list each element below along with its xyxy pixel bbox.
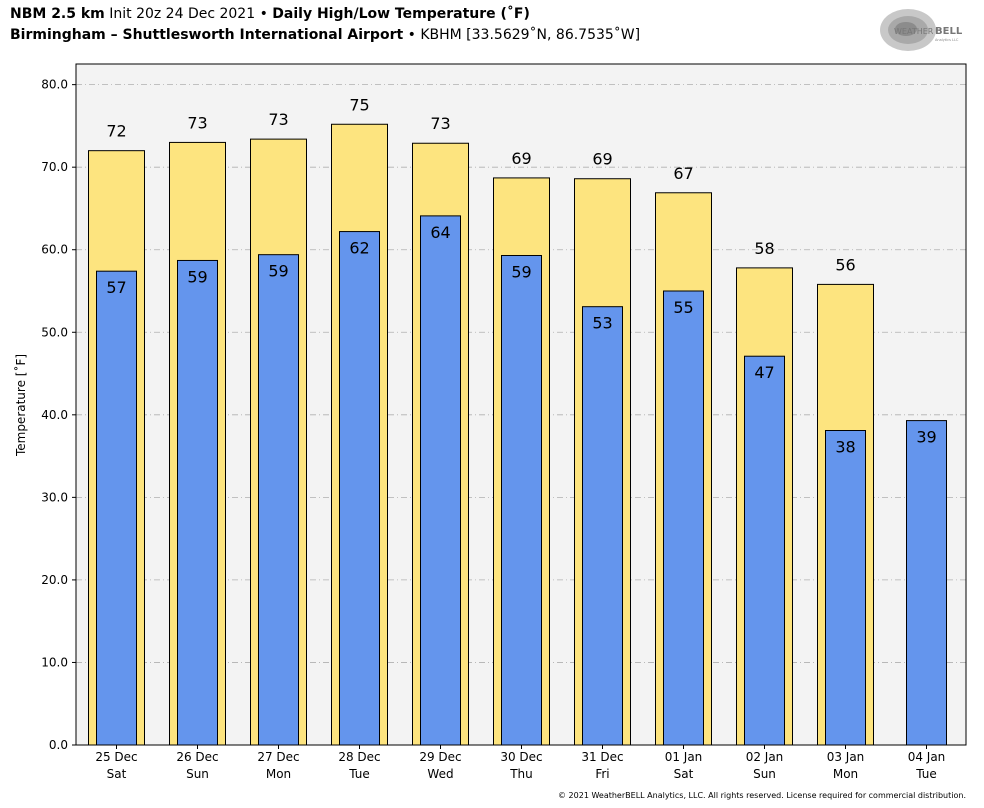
- chart-header-line1: NBM 2.5 km Init 20z 24 Dec 2021 • Daily …: [10, 6, 530, 22]
- y-tick-label: 30.0: [41, 490, 68, 504]
- low-temperature-bars: 57 59 59 62 64 59 53 55 47 38 39: [96, 215, 947, 746]
- low-temp-bar: [825, 430, 866, 746]
- low-temp-label: 47: [754, 363, 774, 382]
- y-tick-label: 40.0: [41, 408, 68, 422]
- x-tick-date: 29 Dec: [419, 750, 461, 764]
- low-temp-label: 57: [106, 278, 126, 297]
- y-tick-label: 60.0: [41, 243, 68, 257]
- y-tick-label: 80.0: [41, 78, 68, 92]
- x-tick-day: Tue: [915, 767, 937, 781]
- station-name: Birmingham – Shuttlesworth International…: [10, 27, 404, 43]
- init-time: Init 20z 24 Dec 2021: [109, 6, 256, 22]
- low-temp-bar: [258, 254, 299, 746]
- chart-title: Daily High/Low Temperature (˚F): [272, 6, 530, 22]
- x-tick-day: Sat: [107, 767, 127, 781]
- x-tick-day: Sun: [753, 767, 776, 781]
- high-temp-label: 73: [187, 113, 207, 132]
- y-tick-label: 10.0: [41, 655, 68, 669]
- x-tick-date: 01 Jan: [665, 750, 703, 764]
- model-name: NBM 2.5 km: [10, 6, 105, 22]
- x-tick-day: Mon: [266, 767, 291, 781]
- x-tick-day: Wed: [427, 767, 453, 781]
- low-temp-bar: [744, 355, 785, 746]
- low-temp-bar: [906, 420, 947, 746]
- low-temp-label: 64: [430, 223, 450, 242]
- x-tick-day: Sat: [674, 767, 694, 781]
- low-temp-label: 38: [835, 438, 855, 457]
- low-temp-label: 59: [187, 267, 207, 286]
- logo-text-small: Analytics LLC: [935, 38, 959, 42]
- logo-text-bell: BELL: [935, 26, 963, 37]
- low-temp-label: 59: [511, 263, 531, 282]
- x-tick-date: 31 Dec: [581, 750, 623, 764]
- chart-header-line2: Birmingham – Shuttlesworth International…: [10, 27, 640, 43]
- low-temp-bar: [582, 306, 623, 746]
- station-id: KBHM [33.5629˚N, 86.7535˚W]: [420, 27, 641, 43]
- y-tick-label: 20.0: [41, 573, 68, 587]
- y-axis-label: Temperature [˚F]: [13, 354, 28, 457]
- low-temp-label: 53: [592, 314, 612, 333]
- low-temp-bar: [177, 259, 218, 746]
- x-tick-date: 02 Jan: [746, 750, 784, 764]
- x-tick-day: Fri: [595, 767, 609, 781]
- high-temp-label: 75: [349, 95, 369, 114]
- x-tick-date: 03 Jan: [827, 750, 865, 764]
- weatherbell-logo: WEATHER BELL Analytics LLC: [880, 9, 963, 51]
- x-axis: 25 Dec Sat 26 Dec Sun 27 Dec Mon 28 Dec Tue 29 D…: [95, 745, 945, 781]
- x-tick-date: 04 Jan: [908, 750, 946, 764]
- logo-text-weather: WEATHER: [894, 27, 934, 36]
- y-axis: 0.0 10.0 20.0 30.0 40.0 50.0 60.0 70.0 80.0: [41, 78, 76, 752]
- low-temp-bar: [96, 270, 137, 746]
- y-tick-label: 70.0: [41, 160, 68, 174]
- x-tick-date: 30 Dec: [500, 750, 542, 764]
- separator: •: [407, 27, 416, 43]
- x-tick-day: Thu: [509, 767, 533, 781]
- x-tick-day: Mon: [833, 767, 858, 781]
- x-tick-date: 25 Dec: [95, 750, 137, 764]
- low-temp-label: 55: [673, 298, 693, 317]
- separator: •: [259, 6, 268, 22]
- low-temp-bar: [420, 215, 461, 746]
- low-temp-label: 59: [268, 262, 288, 281]
- high-temp-label: 69: [592, 150, 612, 169]
- x-tick-date: 27 Dec: [257, 750, 299, 764]
- x-tick-date: 26 Dec: [176, 750, 218, 764]
- high-temp-label: 73: [430, 114, 450, 133]
- low-temp-label: 62: [349, 239, 369, 258]
- x-tick-date: 28 Dec: [338, 750, 380, 764]
- x-tick-day: Sun: [186, 767, 209, 781]
- low-temp-bar: [501, 255, 542, 746]
- plot-border: [75, 63, 967, 746]
- low-temp-bar: [339, 231, 380, 746]
- high-temp-label: 56: [835, 255, 855, 274]
- x-tick-day: Tue: [348, 767, 370, 781]
- high-temp-label: 58: [754, 239, 774, 258]
- high-temp-label: 67: [673, 164, 693, 183]
- copyright-footer: © 2021 WeatherBELL Analytics, LLC. All r…: [558, 791, 966, 800]
- high-temp-label: 73: [268, 110, 288, 129]
- low-temp-label: 39: [916, 428, 936, 447]
- high-temp-label: 72: [106, 122, 126, 141]
- high-temp-label: 69: [511, 149, 531, 168]
- y-tick-label: 50.0: [41, 325, 68, 339]
- low-temp-bar: [663, 290, 704, 746]
- y-tick-label: 0.0: [49, 738, 68, 752]
